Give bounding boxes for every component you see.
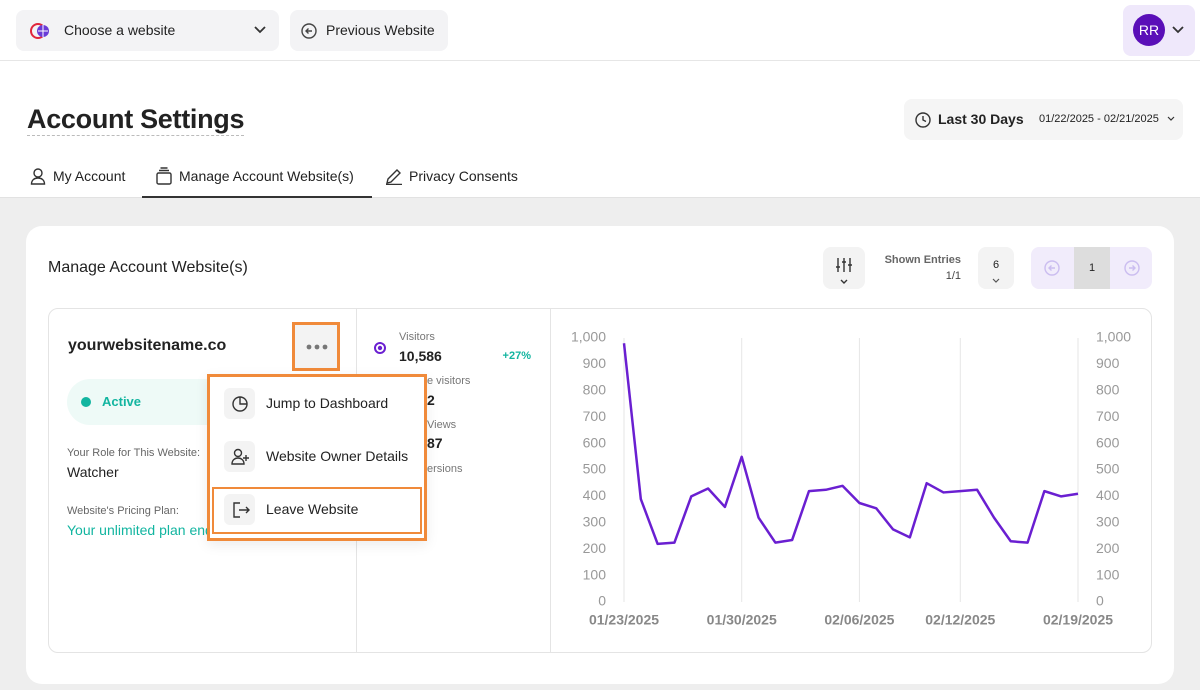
dashboard-icon	[232, 396, 248, 412]
chevron	[1167, 116, 1175, 121]
stat-label: Views	[427, 419, 457, 431]
prev-page[interactable]	[1043, 259, 1061, 277]
y-tick-label: 900	[583, 355, 607, 371]
date-range-label: Last 30 Days	[938, 111, 1024, 127]
y-tick-label: 300	[583, 514, 607, 530]
y-tick-label: 200	[583, 540, 607, 556]
website-select[interactable]	[16, 10, 279, 51]
y2-tick-label: 1,000	[1096, 329, 1131, 345]
x-tick-label: 01/23/2025	[589, 612, 659, 628]
y2-tick-label: 200	[1096, 540, 1120, 556]
menu-item[interactable]: Jump to Dashboard	[266, 395, 389, 411]
y2-tick-label: 100	[1096, 566, 1120, 582]
website-icon	[30, 23, 49, 39]
website-name: yourwebsitename.co	[68, 337, 227, 354]
menu-item[interactable]: Website Owner Details	[266, 448, 409, 464]
stat-label: Visitors	[399, 331, 435, 343]
y2-tick-label: 500	[1096, 461, 1120, 477]
tab[interactable]: My Account	[53, 168, 126, 184]
card-title: Manage Account Website(s)	[48, 259, 248, 276]
y2-tick-label: 0	[1096, 593, 1104, 609]
shown-entries-label: Shown Entries	[884, 254, 961, 266]
current-page[interactable]: 1	[1074, 247, 1110, 289]
chart: 0 100 200 300 400 500 600 700 800 900 1,000 0 100 200…	[571, 329, 1131, 628]
user-icon	[30, 168, 46, 185]
line-series	[622, 343, 1079, 546]
status-dot	[81, 397, 91, 407]
menu-item-highlight	[212, 487, 422, 534]
x-tick-label: 01/30/2025	[707, 612, 777, 628]
tab[interactable]: Privacy Consents	[409, 168, 518, 184]
website-row	[48, 308, 1152, 653]
previous-website-text: Previous Website	[326, 22, 435, 38]
stat-label: ersions	[427, 463, 463, 475]
pen-icon	[386, 169, 402, 185]
chevron	[254, 26, 266, 34]
x-tick-label: 02/12/2025	[925, 612, 995, 628]
y-tick-label: 800	[583, 382, 607, 398]
stat-value: 10,586	[399, 348, 442, 364]
back-icon	[301, 23, 317, 39]
y2-tick-label: 600	[1096, 434, 1120, 450]
role: Watcher	[67, 464, 119, 480]
filter-icon	[836, 258, 852, 284]
avatar: RR	[1133, 14, 1165, 46]
role-label: Your Role for This Website:	[67, 447, 201, 459]
y-tick-label: 500	[583, 461, 607, 477]
divider	[550, 309, 551, 652]
x-tick-label: 02/06/2025	[824, 612, 894, 628]
website-select-text: Choose a website	[64, 22, 176, 38]
clock-icon	[915, 112, 931, 128]
y-tick-label: 400	[583, 487, 607, 503]
date-range-picker[interactable]	[904, 99, 1183, 140]
x-tick-label: 02/19/2025	[1043, 612, 1113, 628]
next-page[interactable]	[1123, 259, 1141, 277]
y-tick-label: 0	[598, 593, 606, 609]
plan-label: Website's Pricing Plan:	[67, 505, 179, 517]
chevron	[1172, 26, 1184, 34]
y2-tick-label: 300	[1096, 514, 1120, 530]
stat-change: +27%	[502, 350, 531, 362]
y2-tick-label: 800	[1096, 382, 1120, 398]
tab-underline	[142, 196, 372, 198]
y2-tick-label: 900	[1096, 355, 1120, 371]
chevron	[992, 278, 1000, 283]
stat-value: 87	[427, 435, 443, 451]
y2-tick-label: 400	[1096, 487, 1120, 503]
y2-tick-label: 700	[1096, 408, 1120, 424]
stat-value: 2	[427, 392, 435, 408]
y-tick-label: 100	[583, 566, 607, 582]
plan: Your unlimited plan end	[67, 522, 213, 538]
websites-icon	[156, 167, 172, 185]
y-tick-label: 600	[583, 434, 607, 450]
date-range: 01/22/2025 - 02/21/2025	[1039, 113, 1159, 125]
shown-entries: 1/1	[945, 270, 961, 282]
page-title: Account Settings	[27, 104, 245, 136]
visitors-marker	[374, 342, 386, 354]
y-tick-label: 1,000	[571, 329, 606, 345]
tab-active[interactable]: Manage Account Website(s)	[179, 168, 354, 184]
owner-icon	[231, 448, 249, 465]
leave-icon	[233, 502, 250, 518]
stat-label: e visitors	[427, 375, 471, 387]
y-tick-label: 700	[583, 408, 607, 424]
menu-item[interactable]: Leave Website	[266, 501, 359, 517]
dots-icon	[306, 344, 328, 350]
status: Active	[102, 394, 142, 409]
